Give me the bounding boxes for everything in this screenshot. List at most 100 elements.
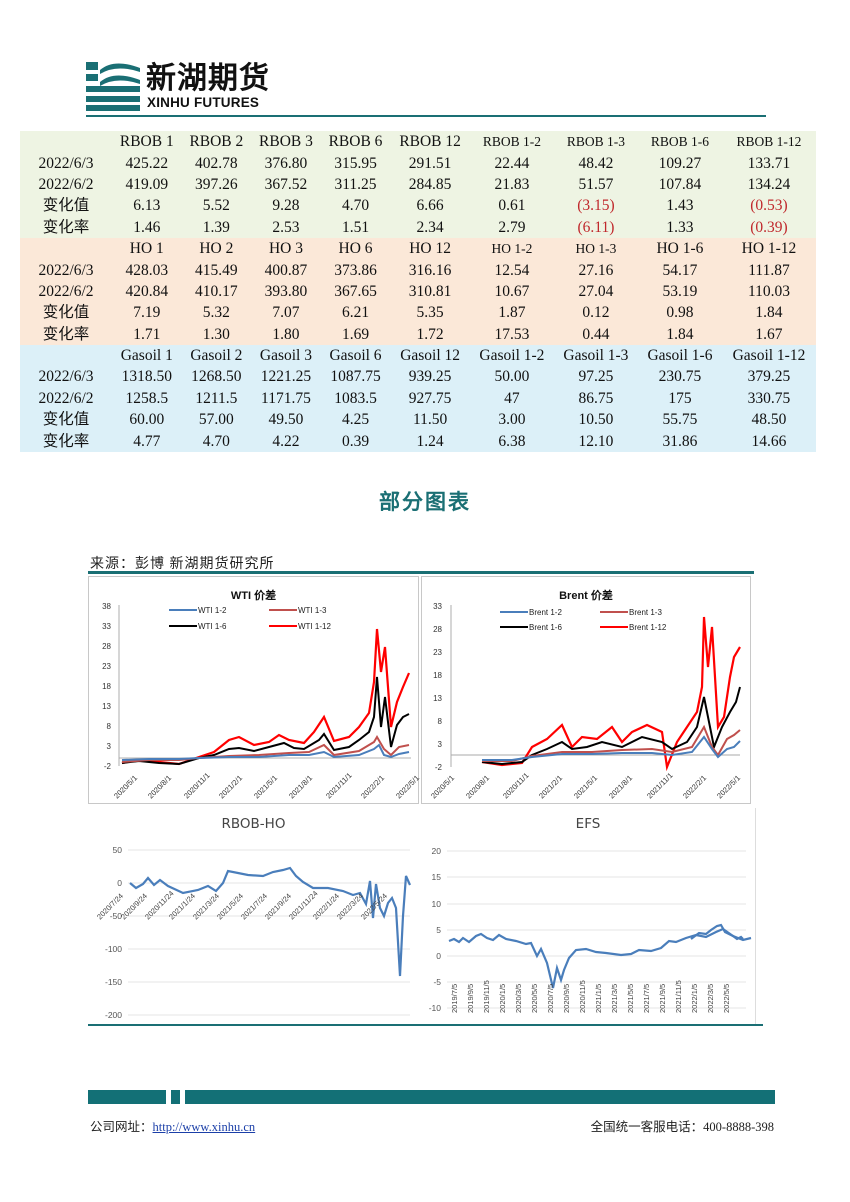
- svg-text:2021/2/1: 2021/2/1: [217, 773, 244, 800]
- row-label: 2022/6/3: [20, 366, 112, 388]
- column-header: HO 12: [390, 237, 470, 260]
- table-cell: 1268.50: [181, 366, 252, 388]
- table-cell: 134.24: [721, 173, 816, 196]
- svg-text:-10: -10: [429, 1003, 442, 1013]
- column-header: RBOB 1-12: [721, 131, 816, 153]
- wave-logo-icon: [86, 62, 140, 111]
- svg-text:8: 8: [107, 722, 112, 731]
- table-cell: 1.51: [320, 216, 391, 238]
- table-cell: 1318.50: [112, 366, 182, 388]
- svg-text:-50: -50: [110, 911, 123, 921]
- chart-title: WTI 价差: [230, 590, 277, 602]
- table-row: 变化值 7.19 5.32 7.07 6.21 5.35 1.87 0.12 0…: [20, 302, 816, 324]
- svg-text:33: 33: [433, 602, 442, 611]
- table-cell: 316.16: [390, 259, 470, 281]
- svg-text:5: 5: [436, 925, 441, 935]
- website-link[interactable]: http://www.xinhu.cn: [152, 1120, 256, 1134]
- column-header: HO 6: [320, 237, 391, 260]
- column-header: RBOB 2: [181, 131, 252, 153]
- table-cell: 60.00: [112, 409, 182, 431]
- svg-text:2020/11/5: 2020/11/5: [578, 980, 587, 1013]
- wti-spread-chart: WTI 价差 38 33 28 23 18 13 8 3 -2 WTI 1-2 WTI 1-…: [88, 576, 420, 804]
- svg-text:2021/5/1: 2021/5/1: [252, 773, 279, 800]
- svg-text:2019/11/5: 2019/11/5: [482, 980, 491, 1013]
- svg-text:2020/9/5: 2020/9/5: [562, 984, 571, 1013]
- table-cell: 1087.75: [320, 366, 391, 388]
- svg-text:2022/3/5: 2022/3/5: [706, 984, 715, 1013]
- row-label: 变化值: [20, 195, 112, 217]
- svg-text:2021/11/1: 2021/11/1: [324, 771, 354, 801]
- table-row: 变化率 1.71 1.30 1.80 1.69 1.72 17.53 0.44 …: [20, 323, 816, 345]
- column-header: Gasoil 1: [112, 344, 182, 367]
- column-header: Gasoil 12: [390, 344, 470, 367]
- table-cell: 1258.5: [112, 387, 182, 410]
- table-cell: 1.30: [181, 323, 252, 345]
- footer-bar-segment: [185, 1090, 775, 1104]
- source-divider: [88, 571, 754, 574]
- table-cell: 5.52: [181, 195, 252, 217]
- table-cell: 291.51: [390, 152, 470, 174]
- table-cell-negative: (6.11): [553, 216, 638, 238]
- table-cell: 330.75: [721, 387, 816, 410]
- table-cell: 50.00: [469, 366, 554, 388]
- table-row: 2022/6/3 425.22 402.78 376.80 315.95 291…: [20, 152, 816, 174]
- table-cell: 10.50: [553, 409, 638, 431]
- svg-text:2022/5/1: 2022/5/1: [394, 773, 420, 800]
- column-header: Gasoil 1-12: [721, 344, 816, 367]
- row-label: 变化率: [20, 216, 112, 238]
- svg-text:-150: -150: [105, 977, 122, 987]
- table-cell: 97.25: [553, 366, 638, 388]
- svg-text:2020/5/1: 2020/5/1: [429, 773, 456, 800]
- table-cell: 27.04: [553, 280, 638, 303]
- chart-title: RBOB-HO: [221, 816, 286, 832]
- svg-text:23: 23: [102, 662, 111, 671]
- svg-text:2020/8/1: 2020/8/1: [146, 773, 173, 800]
- svg-text:WTI 1-3: WTI 1-3: [298, 606, 327, 615]
- column-header: Gasoil 1-3: [553, 344, 638, 367]
- table-row: 2022/6/3 428.03 415.49 400.87 373.86 316…: [20, 259, 816, 281]
- table-cell: 410.17: [181, 280, 252, 303]
- table-cell: 3.00: [469, 409, 554, 431]
- column-header: HO 1-6: [637, 237, 722, 260]
- table-cell: 1.67: [721, 323, 816, 345]
- row-label: 变化值: [20, 302, 112, 324]
- table-cell: 111.87: [721, 259, 816, 281]
- table-cell: 175: [637, 387, 722, 410]
- column-header: Gasoil 1-2: [469, 344, 554, 367]
- wti-chart-plot: 38 33 28 23 18 13 8 3 -2 WTI 1-2 WTI 1-3 WTI 1…: [102, 602, 420, 801]
- table-cell: 2.79: [469, 216, 554, 238]
- row-label: 变化率: [20, 323, 112, 345]
- chart-title: Brent 价差: [559, 590, 613, 602]
- table-cell: 4.70: [181, 430, 252, 452]
- table-cell: 110.03: [721, 280, 816, 303]
- svg-text:3: 3: [438, 740, 443, 749]
- table-cell: 1.71: [112, 323, 182, 345]
- column-header: RBOB 1-6: [637, 131, 722, 153]
- table-cell: 14.66: [721, 430, 816, 452]
- table-cell: 1.84: [721, 302, 816, 324]
- table-cell: 6.38: [469, 430, 554, 452]
- table-cell: 367.65: [320, 280, 391, 303]
- svg-text:2021/8/1: 2021/8/1: [607, 773, 634, 800]
- brent-spread-chart: Brent 价差 33 28 23 18 13 8 3 -2 Brent 1-2 Bren…: [421, 576, 751, 804]
- column-header: HO 1-12: [721, 237, 816, 260]
- table-cell: 428.03: [112, 259, 182, 281]
- table-cell: 12.54: [469, 259, 554, 281]
- svg-text:-2: -2: [104, 762, 112, 771]
- table-cell: 0.39: [320, 430, 391, 452]
- table-cell: 11.50: [390, 409, 470, 431]
- svg-text:2022/5/5: 2022/5/5: [722, 984, 731, 1013]
- svg-text:Brent 1-2: Brent 1-2: [529, 608, 562, 617]
- rbob-ho-chart: RBOB-HO 50 0 -50 -100 -150 -200 2020/7/24 20…: [88, 808, 419, 1024]
- table-cell: 21.83: [469, 173, 554, 196]
- table-cell-negative: (0.39): [721, 216, 816, 238]
- svg-text:-100: -100: [105, 944, 122, 954]
- svg-text:33: 33: [102, 622, 111, 631]
- column-header: HO 1-2: [469, 237, 554, 260]
- table-cell: 425.22: [112, 152, 182, 174]
- table-cell: 0.98: [637, 302, 722, 324]
- svg-text:2022/1/5: 2022/1/5: [690, 984, 699, 1013]
- table-cell: 4.25: [320, 409, 391, 431]
- svg-text:Brent 1-3: Brent 1-3: [629, 608, 662, 617]
- svg-text:8: 8: [438, 717, 443, 726]
